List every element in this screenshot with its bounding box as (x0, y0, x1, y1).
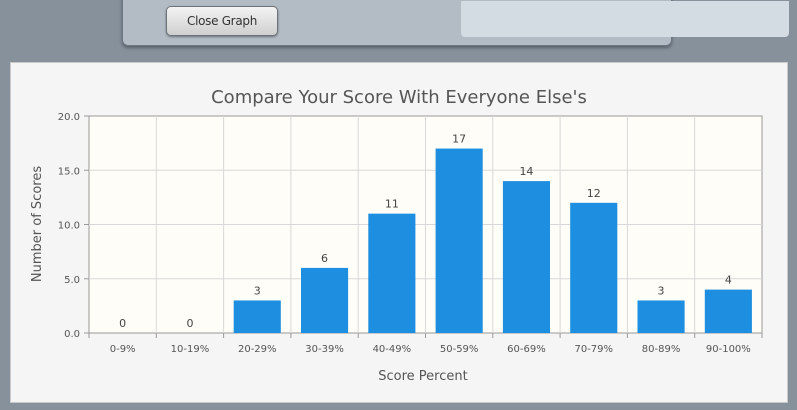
top-panel-inner (461, 1, 789, 37)
bar-value-label: 0 (186, 317, 193, 330)
bar-value-label: 14 (519, 165, 533, 178)
x-category-label: 40-49% (373, 344, 412, 355)
bar (704, 289, 752, 333)
bar-value-label: 3 (254, 284, 261, 297)
bar (300, 267, 349, 333)
bar-value-label: 6 (321, 252, 328, 265)
bar (368, 213, 416, 333)
y-tick-label: 10.0 (58, 221, 80, 232)
bar (637, 300, 685, 333)
bars-layer (233, 148, 752, 333)
bar (233, 300, 281, 333)
y-tick-label: 0.0 (64, 329, 80, 340)
chart-panel: Compare Your Score With Everyone Else's … (10, 62, 788, 403)
x-category-label: 10-19% (171, 344, 210, 355)
x-category-label: 60-69% (507, 344, 546, 355)
bar-value-label: 11 (385, 198, 399, 211)
score-distribution-chart: Compare Your Score With Everyone Else's … (30, 87, 763, 384)
y-tick-label: 15.0 (58, 166, 80, 177)
y-tick-label: 5.0 (64, 275, 80, 286)
bar-value-label: 0 (119, 317, 126, 330)
x-axis-label: Score Percent (378, 369, 467, 384)
x-category-label: 50-59% (440, 344, 479, 355)
bar (435, 148, 483, 333)
bar-value-label: 4 (725, 274, 732, 287)
bar (570, 202, 618, 333)
x-category-label: 90-100% (706, 344, 751, 355)
labels-layer: 0.0 5.0 10.0 15.0 20.0 0 0-9% 0 10-19% 3 20-29% 6 30… (58, 112, 751, 355)
x-category-label: 80-89% (642, 344, 681, 355)
bar-value-label: 17 (452, 133, 466, 146)
x-category-label: 30-39% (305, 344, 344, 355)
y-axis-label: Number of Scores (30, 166, 45, 282)
bar-value-label: 12 (587, 187, 601, 200)
bar (502, 181, 551, 333)
x-category-label: 0-9% (110, 344, 136, 355)
top-panel (122, 0, 789, 46)
close-graph-button[interactable]: Close Graph (166, 6, 278, 36)
y-tick-label: 20.0 (58, 112, 80, 123)
x-category-label: 70-79% (574, 344, 613, 355)
bar-value-label: 3 (658, 284, 665, 297)
x-category-label: 20-29% (238, 344, 277, 355)
grid-layer (84, 115, 763, 338)
chart-title: Compare Your Score With Everyone Else's (211, 87, 587, 108)
